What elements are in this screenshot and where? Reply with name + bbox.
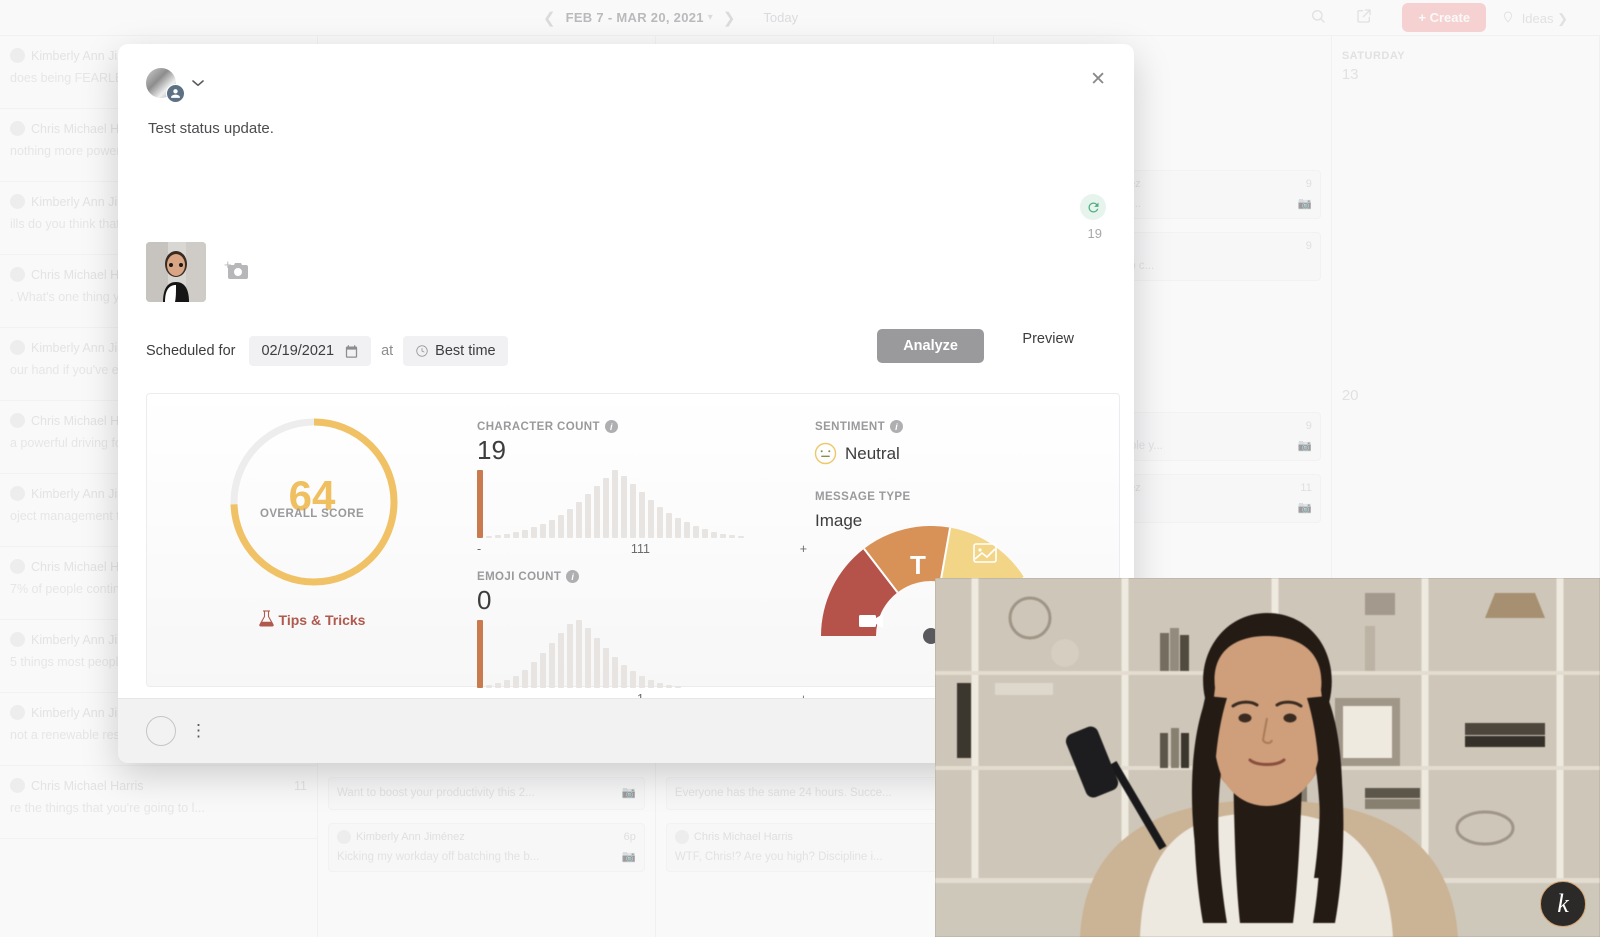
svg-text:T: T <box>910 550 926 580</box>
